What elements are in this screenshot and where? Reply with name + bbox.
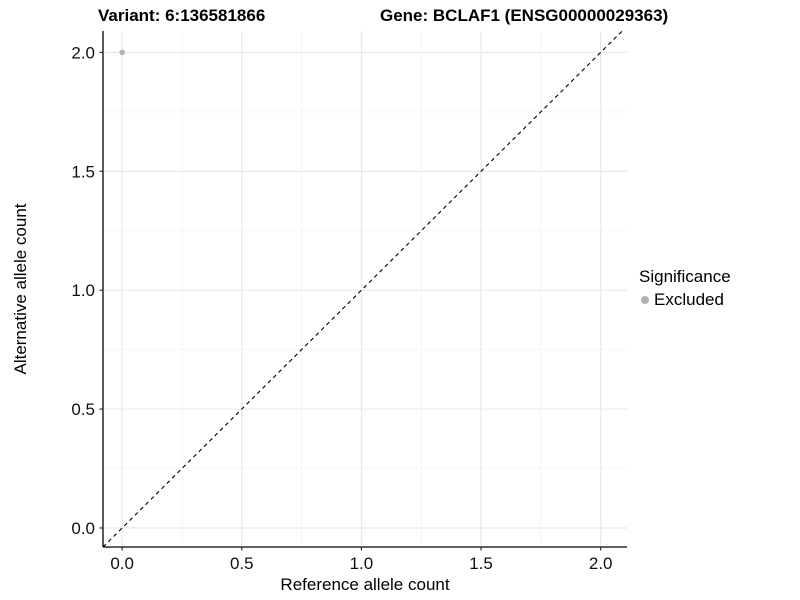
x-tick-label: 1.5 (469, 554, 493, 573)
identity-line (102, 30, 623, 548)
legend-entry-label: Excluded (654, 290, 724, 309)
plot-title-gene: Gene: BCLAF1 (ENSG00000029363) (380, 6, 669, 25)
x-tick-label: 1.0 (350, 554, 374, 573)
plot-title-variant: Variant: 6:136581866 (98, 6, 266, 25)
x-tick-label: 0.5 (230, 554, 254, 573)
y-tick-label: 0.0 (71, 519, 95, 538)
legend-title: Significance (639, 267, 731, 286)
y-tick-label: 0.5 (71, 400, 95, 419)
y-axis-title: Alternative allele count (11, 203, 30, 375)
data-point (119, 49, 125, 56)
panel-background (103, 31, 627, 547)
y-tick-label: 1.5 (71, 162, 95, 181)
y-tick-label: 1.0 (71, 281, 95, 300)
y-tick-label: 2.0 (71, 43, 95, 62)
legend-point-icon (641, 295, 649, 304)
legend-entry-excluded: Excluded (639, 289, 731, 310)
x-tick-label: 0.0 (110, 554, 134, 573)
x-axis-title: Reference allele count (280, 575, 450, 594)
legend: Significance Excluded (639, 266, 731, 310)
x-tick-label: 2.0 (589, 554, 613, 573)
